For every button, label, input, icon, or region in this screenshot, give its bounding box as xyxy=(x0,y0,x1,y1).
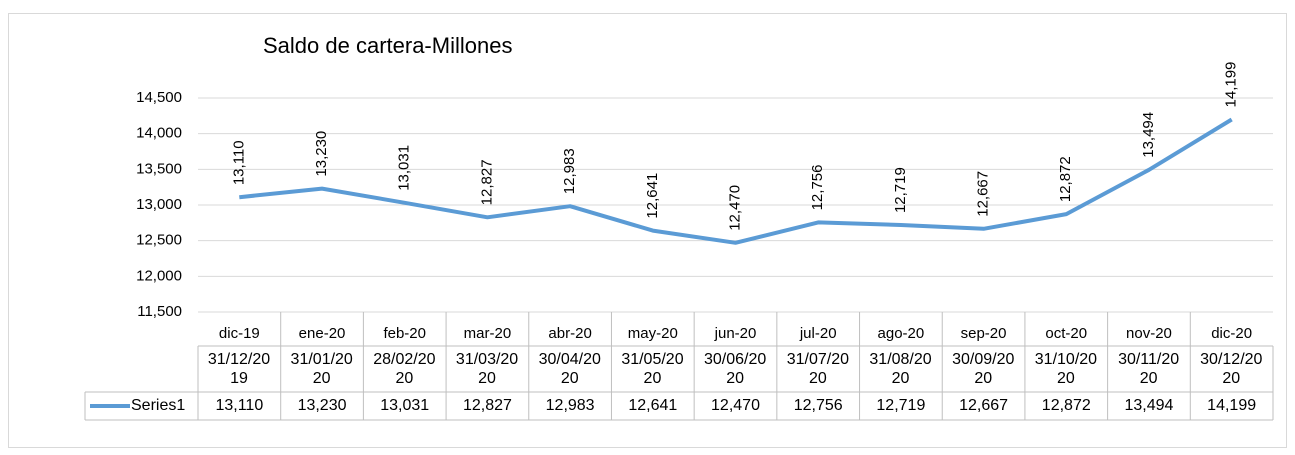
data-label: 12,983 xyxy=(561,148,578,194)
y-tick-label: 14,000 xyxy=(136,125,182,142)
x-tick-label: abr-20 xyxy=(548,325,591,342)
table-date: 31/07/2020 xyxy=(777,350,859,388)
x-tick-label: nov-20 xyxy=(1126,325,1172,342)
table-date: 31/01/2020 xyxy=(281,350,363,388)
data-label: 12,827 xyxy=(478,159,495,205)
data-label: 13,494 xyxy=(1140,112,1157,158)
date-text: 31/12/2019 xyxy=(207,351,271,387)
table-date: 30/06/2020 xyxy=(694,350,776,388)
table-date: 31/05/2020 xyxy=(611,350,693,388)
x-tick-label: dic-20 xyxy=(1211,325,1252,342)
x-tick-label: sep-20 xyxy=(961,325,1007,342)
table-date: 30/11/2020 xyxy=(1108,350,1190,388)
date-text: 31/10/2020 xyxy=(1034,351,1098,387)
date-text: 30/11/2020 xyxy=(1118,351,1180,387)
table-value: 13,230 xyxy=(298,397,347,414)
x-tick-label: ene-20 xyxy=(299,325,346,342)
x-tick-label: jun-20 xyxy=(714,325,757,342)
date-text: 28/02/2020 xyxy=(373,351,436,387)
data-label: 12,470 xyxy=(726,185,743,231)
table-value: 12,756 xyxy=(794,397,843,414)
date-text: 30/04/2020 xyxy=(538,351,601,387)
table-value: 13,031 xyxy=(380,397,429,414)
x-tick-label: ago-20 xyxy=(878,325,925,342)
date-text: 31/08/2020 xyxy=(869,351,932,387)
x-tick-label: dic-19 xyxy=(219,325,260,342)
table-value: 12,667 xyxy=(959,397,1008,414)
table-date: 30/09/2020 xyxy=(942,350,1024,388)
table-date: 31/08/2020 xyxy=(860,350,942,388)
table-value: 13,110 xyxy=(215,397,263,414)
y-tick-label: 12,000 xyxy=(136,267,182,284)
x-tick-label: oct-20 xyxy=(1045,325,1087,342)
table-value: 13,494 xyxy=(1124,397,1173,414)
x-tick-label: may-20 xyxy=(628,325,678,342)
table-value: 12,470 xyxy=(711,397,760,414)
table-value: 12,641 xyxy=(628,397,677,414)
chart-title: Saldo de cartera-Millones xyxy=(263,33,512,58)
table-value: 12,827 xyxy=(463,397,512,414)
table-value: 12,719 xyxy=(876,397,925,414)
date-text: 30/12/2020 xyxy=(1200,351,1263,387)
table-date: 28/02/2020 xyxy=(363,350,445,388)
date-text: 30/06/2020 xyxy=(704,351,767,387)
data-label: 12,756 xyxy=(809,165,826,211)
series-line xyxy=(239,117,1233,245)
data-label: 13,031 xyxy=(396,145,413,191)
date-text: 31/01/2020 xyxy=(290,351,353,387)
table-value: 14,199 xyxy=(1207,397,1256,414)
table-value: 12,983 xyxy=(546,397,595,414)
table-value: 12,872 xyxy=(1042,397,1091,414)
y-tick-label: 12,500 xyxy=(136,232,182,249)
legend-label: Series1 xyxy=(131,397,185,414)
data-label: 12,667 xyxy=(975,171,992,217)
table-date: 30/04/2020 xyxy=(529,350,611,388)
x-tick-label: feb-20 xyxy=(383,325,426,342)
table-date: 30/12/2020 xyxy=(1190,350,1272,388)
date-text: 30/09/2020 xyxy=(952,351,1015,387)
data-label: 13,230 xyxy=(313,131,330,177)
x-tick-label: jul-20 xyxy=(799,325,837,342)
y-tick-label: 14,500 xyxy=(136,89,182,106)
table-date: 31/12/2019 xyxy=(198,350,280,388)
table-date: 31/03/2020 xyxy=(446,350,528,388)
x-tick-label: mar-20 xyxy=(464,325,512,342)
y-tick-label: 13,000 xyxy=(136,196,182,213)
date-text: 31/03/2020 xyxy=(455,351,519,387)
date-text: 31/07/2020 xyxy=(786,351,849,387)
data-label: 12,872 xyxy=(1057,156,1074,202)
y-tick-label: 11,500 xyxy=(137,303,182,320)
table-date: 31/10/2020 xyxy=(1025,350,1107,388)
date-text: 31/05/2020 xyxy=(621,351,684,387)
data-label: 12,641 xyxy=(644,173,661,219)
data-label: 12,719 xyxy=(892,167,909,213)
y-tick-label: 13,500 xyxy=(136,160,182,177)
data-label: 14,199 xyxy=(1223,62,1240,108)
data-label: 13,110 xyxy=(230,140,247,185)
